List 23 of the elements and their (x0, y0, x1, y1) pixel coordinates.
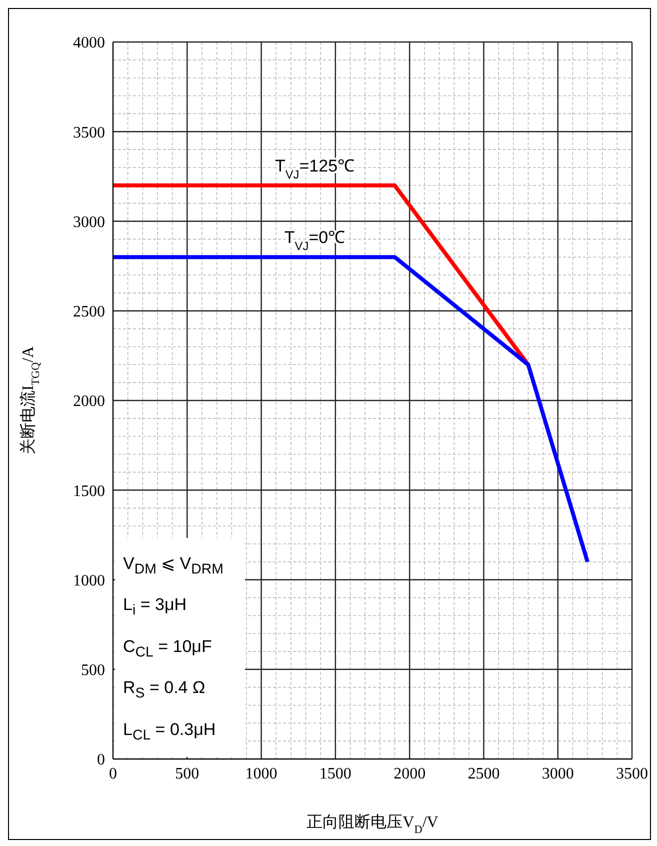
x-tick-label: 3000 (542, 765, 574, 782)
x-tick-label: 2000 (394, 765, 426, 782)
x-tick-label: 0 (109, 765, 117, 782)
x-axis-title: 正向阻断电压V$_{D}$/V (306, 813, 439, 836)
annotation: L$_{i}$ = 3μH (123, 594, 188, 621)
y-tick-label: 3500 (73, 124, 105, 142)
y-tick-label: 1000 (73, 572, 105, 590)
x-tick-label: 2500 (468, 765, 500, 782)
annotation: V$_{DM}$ ⩽ V$_{DRM}$ (123, 553, 224, 580)
y-tick-label: 0 (97, 752, 105, 769)
y-tick-label: 2000 (73, 393, 105, 410)
y-tick-label: 2500 (73, 304, 105, 321)
y-tick-label: 4000 (73, 34, 105, 52)
y-tick-label: 500 (81, 662, 105, 680)
y-tick-label: 3000 (73, 214, 105, 231)
annotation: R$_{S}$ = 0.4 Ω (123, 677, 206, 704)
annotation: L$_{CL}$ = 0.3μH (123, 718, 217, 745)
y-tick-label: 1500 (73, 482, 105, 500)
annotation: C$_{CL}$ = 10μF (123, 636, 213, 662)
x-tick-label: 500 (175, 765, 200, 782)
x-tick-label: 1500 (319, 765, 352, 782)
x-tick-label: 3500 (616, 765, 648, 782)
x-tick-label: 1000 (245, 765, 278, 782)
